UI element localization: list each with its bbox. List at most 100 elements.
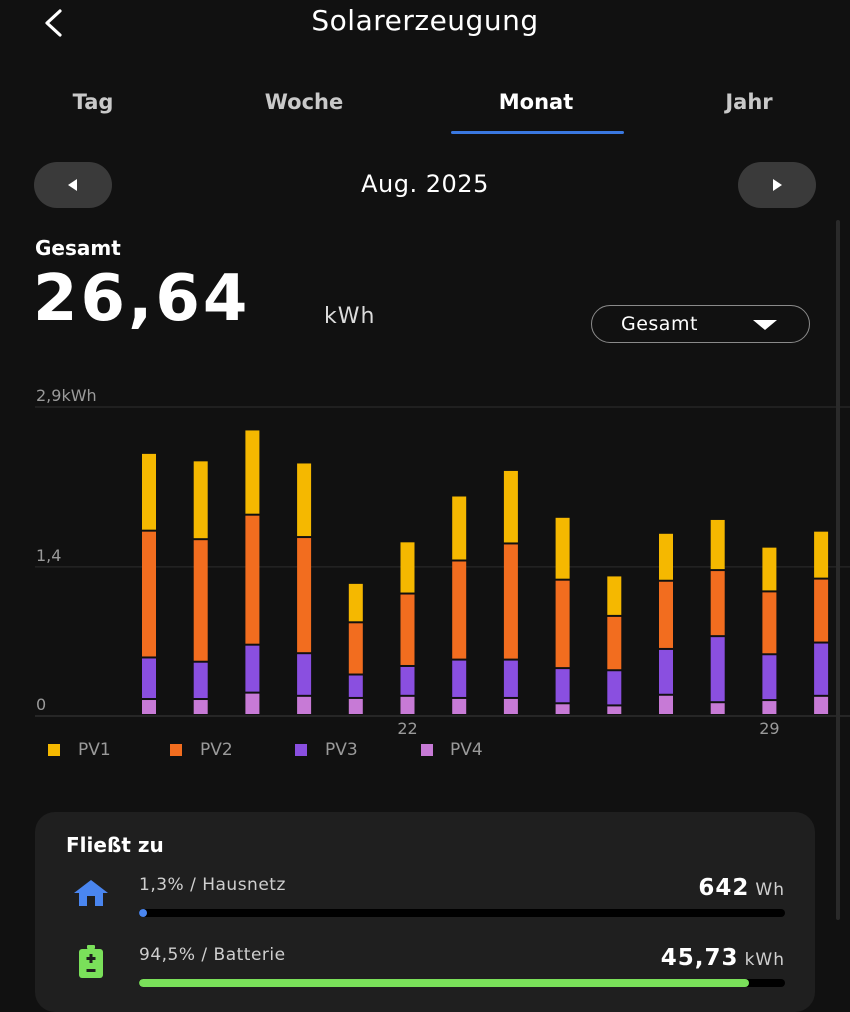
flow-bar-hausnetz bbox=[139, 909, 785, 917]
previous-period-button[interactable] bbox=[34, 162, 112, 208]
bar-segment-pv1 bbox=[297, 463, 312, 537]
bar-segment-pv3 bbox=[245, 645, 260, 692]
legend-label-pv4: PV4 bbox=[450, 740, 483, 760]
bar-segment-pv4 bbox=[503, 698, 518, 714]
flow-label-batterie: 94,5% / Batterie bbox=[139, 945, 286, 965]
total-unit: kWh bbox=[324, 304, 376, 329]
bar-segment-pv2 bbox=[193, 540, 208, 661]
bar-segment-pv3 bbox=[555, 669, 570, 703]
tab-jahr[interactable]: Jahr bbox=[725, 90, 773, 114]
bar-segment-pv4 bbox=[193, 700, 208, 714]
y-tick-label: 1,4 bbox=[36, 546, 61, 565]
bar-segment-pv2 bbox=[142, 531, 156, 657]
bar-segment-pv1 bbox=[659, 533, 673, 580]
bar-segment-pv2 bbox=[245, 515, 260, 644]
flow-bar-batterie bbox=[139, 979, 785, 987]
flow-unit-batterie: kWh bbox=[744, 950, 785, 970]
flow-bar-fill-batterie bbox=[139, 979, 750, 987]
bar-segment-pv4 bbox=[245, 693, 260, 714]
bar-segment-pv1 bbox=[193, 461, 208, 539]
legend-swatch-pv3 bbox=[295, 744, 307, 756]
bar-segment-pv3 bbox=[607, 671, 622, 705]
series-filter-dropdown[interactable]: Gesamt bbox=[591, 305, 810, 343]
legend-label-pv1: PV1 bbox=[78, 740, 111, 760]
x-tick-label: 22 bbox=[397, 719, 417, 738]
bar-segment-pv2 bbox=[400, 594, 415, 665]
caret-down-icon bbox=[753, 320, 777, 330]
flow-unit-hausnetz: Wh bbox=[755, 880, 785, 900]
bar-segment-pv1 bbox=[452, 496, 467, 560]
bar-segment-pv4 bbox=[710, 703, 725, 714]
bar-segment-pv4 bbox=[814, 696, 829, 714]
tab-woche[interactable]: Woche bbox=[264, 90, 344, 114]
bar-segment-pv3 bbox=[348, 675, 363, 697]
solar-generation-chart: 0 1,4 2,9kWh 22 29 bbox=[35, 386, 850, 738]
bar-segment-pv1 bbox=[607, 576, 622, 615]
flow-label-hausnetz: 1,3% / Hausnetz bbox=[139, 875, 286, 895]
bar-segment-pv3 bbox=[193, 662, 208, 699]
bar-segment-pv2 bbox=[659, 581, 673, 648]
total-value: 26,64 bbox=[33, 262, 251, 336]
bar-segment-pv3 bbox=[452, 660, 467, 697]
tab-tag[interactable]: Tag bbox=[72, 90, 114, 114]
legend-label-pv2: PV2 bbox=[200, 740, 233, 760]
flows-title: Fließt zu bbox=[66, 833, 164, 857]
y-tick-label: 0 bbox=[36, 695, 46, 714]
bar-segment-pv2 bbox=[503, 544, 518, 659]
bar-segment-pv3 bbox=[142, 658, 156, 699]
bar-segment-pv2 bbox=[348, 623, 363, 674]
bar-segment-pv3 bbox=[814, 643, 829, 695]
next-period-button[interactable] bbox=[738, 162, 816, 208]
y-tick-label: 2,9kWh bbox=[36, 386, 97, 405]
bar-segment-pv3 bbox=[297, 654, 312, 695]
flow-bar-fill-hausnetz bbox=[139, 909, 148, 917]
bar-segment-pv4 bbox=[452, 698, 467, 714]
legend-label-pv3: PV3 bbox=[325, 740, 358, 760]
bar-segment-pv1 bbox=[710, 519, 725, 570]
flow-amount-hausnetz: 642 bbox=[698, 875, 750, 901]
x-tick-label: 29 bbox=[759, 719, 779, 738]
bar-segment-pv2 bbox=[452, 561, 467, 659]
bar-segment-pv3 bbox=[659, 649, 673, 694]
legend-swatch-pv1 bbox=[48, 744, 60, 756]
chevron-left-icon bbox=[45, 9, 62, 37]
scrollbar[interactable] bbox=[836, 220, 840, 920]
bar-segment-pv1 bbox=[503, 470, 518, 543]
battery-icon bbox=[78, 945, 104, 979]
triangle-left-icon bbox=[68, 179, 77, 191]
page-title: Solarerzeugung bbox=[311, 4, 539, 37]
bar-segment-pv3 bbox=[400, 666, 415, 695]
flow-amount-batterie: 45,73 bbox=[660, 945, 739, 971]
bar-segment-pv2 bbox=[762, 592, 777, 654]
bar-segment-pv1 bbox=[400, 542, 415, 593]
bar-segment-pv4 bbox=[297, 696, 312, 714]
bar-segment-pv2 bbox=[710, 571, 725, 636]
filter-selected-label: Gesamt bbox=[621, 313, 698, 335]
bar-segment-pv2 bbox=[555, 580, 570, 668]
house-icon bbox=[72, 878, 110, 908]
bar-segment-pv3 bbox=[503, 660, 518, 697]
bar-segment-pv1 bbox=[814, 531, 829, 578]
bar-segment-pv1 bbox=[348, 583, 363, 622]
bar-segment-pv4 bbox=[348, 698, 363, 714]
active-tab-indicator bbox=[451, 131, 624, 134]
bar-segment-pv4 bbox=[762, 701, 777, 714]
flow-value-hausnetz: 642 Wh bbox=[560, 875, 785, 901]
bar-segment-pv4 bbox=[659, 695, 673, 714]
bar-segment-pv4 bbox=[400, 696, 415, 714]
total-label: Gesamt bbox=[35, 236, 121, 260]
legend-swatch-pv2 bbox=[170, 744, 182, 756]
bar-segment-pv2 bbox=[607, 616, 622, 670]
bar-segment-pv2 bbox=[297, 538, 312, 653]
tab-monat[interactable]: Monat bbox=[498, 90, 574, 114]
back-button[interactable] bbox=[38, 6, 72, 40]
legend-swatch-pv4 bbox=[421, 744, 433, 756]
bar-segment-pv2 bbox=[814, 579, 829, 642]
triangle-right-icon bbox=[773, 179, 782, 191]
bar-segment-pv3 bbox=[762, 655, 777, 700]
bar-segment-pv1 bbox=[762, 547, 777, 591]
bar-segment-pv4 bbox=[555, 704, 570, 714]
bar-segment-pv1 bbox=[142, 453, 156, 530]
bar-segment-pv4 bbox=[607, 706, 622, 714]
bar-segment-pv4 bbox=[142, 700, 156, 714]
